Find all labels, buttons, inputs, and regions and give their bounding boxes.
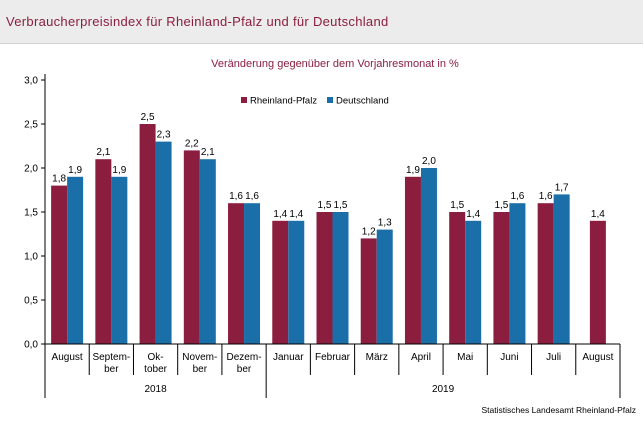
bar-rheinland-pfalz-6: [316, 212, 333, 344]
data-label: 1,6: [539, 191, 553, 202]
data-label: 2,5: [141, 112, 155, 123]
group-label: 2019: [432, 384, 455, 395]
category-label: August: [582, 352, 613, 363]
category-label: tober: [144, 364, 167, 375]
source-note: Statistisches Landesamt Rheinland-Pfalz: [482, 405, 637, 415]
bar-rheinland-pfalz-4: [228, 203, 245, 344]
bar-deutschland-5: [288, 220, 305, 344]
legend-swatch: [241, 97, 247, 103]
category-label: ber: [193, 364, 208, 375]
header-bar: Verbraucherpreisindex für Rheinland-Pfal…: [0, 0, 643, 44]
data-label: 1,7: [555, 182, 569, 193]
data-label: 1,5: [334, 200, 348, 211]
data-label: 1,4: [289, 209, 303, 220]
bar-rheinland-pfalz-10: [493, 212, 510, 344]
bar-rheinland-pfalz-0: [51, 185, 68, 344]
data-label: 2,3: [157, 130, 171, 141]
bar-rheinland-pfalz-3: [183, 150, 200, 344]
bar-deutschland-9: [465, 220, 482, 344]
bar-deutschland-1: [111, 176, 128, 344]
bar-deutschland-7: [376, 229, 393, 344]
bar-deutschland-10: [509, 203, 526, 344]
data-label: 1,6: [245, 191, 259, 202]
bar-rheinland-pfalz-12: [589, 220, 606, 344]
bar-deutschland-2: [155, 141, 172, 344]
data-label: 1,5: [318, 200, 332, 211]
bar-rheinland-pfalz-2: [139, 124, 156, 344]
bar-rheinland-pfalz-7: [360, 238, 377, 344]
data-label: 1,5: [450, 200, 464, 211]
y-tick-label: 2,5: [24, 120, 38, 131]
category-label: Ok-: [148, 352, 164, 363]
data-label: 1,6: [510, 191, 524, 202]
data-label: 2,1: [96, 147, 110, 158]
data-label: 2,1: [201, 147, 215, 158]
data-label: 1,9: [406, 165, 420, 176]
data-label: 1,9: [112, 165, 126, 176]
bar-rheinland-pfalz-1: [95, 159, 112, 344]
bar-rheinland-pfalz-8: [404, 176, 421, 344]
bar-rheinland-pfalz-11: [537, 203, 554, 344]
data-label: 1,8: [52, 174, 66, 185]
data-label: 1,9: [68, 165, 82, 176]
bar-deutschland-8: [420, 168, 437, 344]
bar-deutschland-3: [199, 159, 216, 344]
legend-label: Deutschland: [336, 96, 389, 107]
legend-label: Rheinland-Pfalz: [250, 96, 317, 107]
category-label: ber: [104, 364, 119, 375]
data-label: 1,3: [378, 218, 392, 229]
category-label: Dezem-: [227, 352, 262, 363]
y-tick-label: 0,0: [24, 340, 38, 351]
data-label: 1,2: [362, 226, 376, 237]
category-label: August: [52, 352, 83, 363]
category-label: März: [366, 352, 388, 363]
legend-swatch: [327, 97, 333, 103]
y-tick-label: 3,0: [24, 76, 38, 87]
category-label: Juni: [500, 352, 518, 363]
data-label: 1,4: [591, 209, 605, 220]
category-label: Novem-: [182, 352, 217, 363]
y-tick-label: 0,5: [24, 296, 38, 307]
data-label: 1,4: [273, 209, 287, 220]
bar-rheinland-pfalz-5: [272, 220, 289, 344]
bar-rheinland-pfalz-9: [449, 212, 466, 344]
data-label: 2,2: [185, 138, 199, 149]
data-label: 1,5: [494, 200, 508, 211]
category-label: April: [411, 352, 431, 363]
data-label: 1,6: [229, 191, 243, 202]
page-title: Verbraucherpreisindex für Rheinland-Pfal…: [6, 14, 389, 29]
bar-deutschland-4: [244, 203, 261, 344]
category-label: Januar: [273, 352, 304, 363]
bar-deutschland-11: [553, 194, 570, 344]
chart-subtitle: Veränderung gegenüber dem Vorjahresmonat…: [211, 58, 459, 70]
bar-deutschland-0: [67, 176, 84, 344]
category-label: Februar: [315, 352, 351, 363]
y-tick-label: 1,5: [24, 208, 38, 219]
data-label: 1,4: [466, 209, 480, 220]
y-tick-label: 2,0: [24, 164, 38, 175]
category-label: Mai: [457, 352, 473, 363]
bar-deutschland-6: [332, 212, 349, 344]
category-label: ber: [237, 364, 252, 375]
y-tick-label: 1,0: [24, 252, 38, 263]
category-label: Juli: [546, 352, 561, 363]
category-label: Septem-: [92, 352, 130, 363]
data-label: 2,0: [422, 156, 436, 167]
group-label: 2018: [144, 384, 167, 395]
